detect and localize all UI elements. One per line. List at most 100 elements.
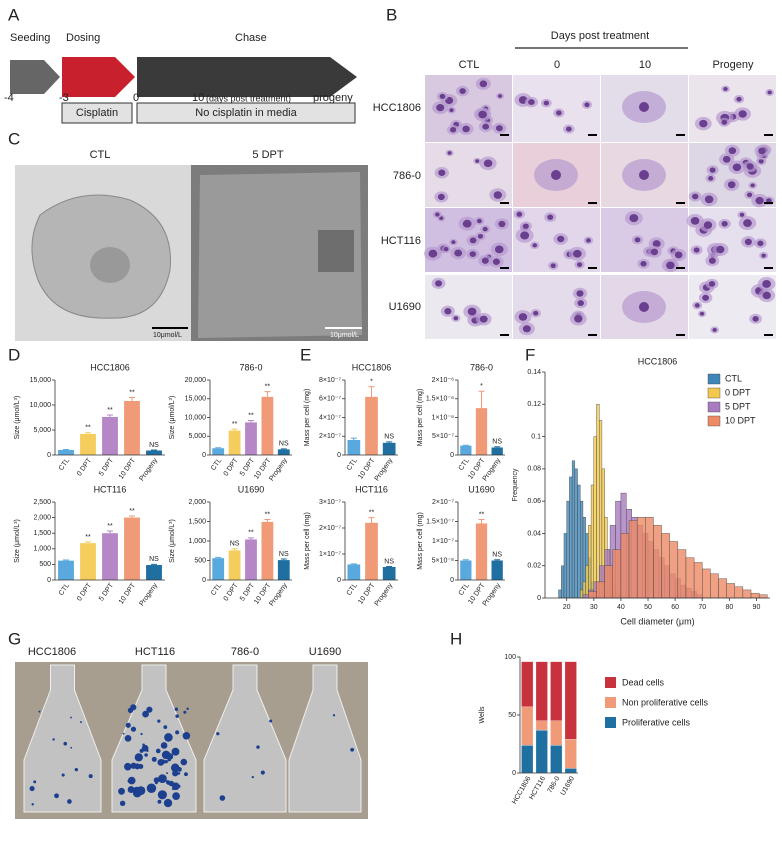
- histogram-bar: [563, 533, 567, 599]
- error-bar: [386, 441, 393, 443]
- y-tick-label: 0: [202, 452, 206, 459]
- panel-c: C CTL 5 DPT 10μmol/L 10μmol/L: [8, 129, 368, 341]
- x-tick-label: CTL: [346, 457, 359, 472]
- colony: [140, 732, 143, 736]
- cell-nucleus: [744, 238, 752, 246]
- y-tick-label: 10,000: [30, 402, 52, 409]
- cell-nucleus: [757, 240, 764, 247]
- column-label: 10: [639, 59, 651, 71]
- header: Days post treatment: [551, 30, 649, 42]
- colony: [172, 792, 180, 801]
- x-tick-label: CTL: [210, 582, 223, 597]
- bar-segment: [535, 729, 548, 774]
- y-tick-label: 10,000: [185, 414, 207, 421]
- cell-nucleus: [758, 147, 766, 155]
- y-tick-label: 1.5×10⁻⁷: [426, 518, 454, 525]
- colony: [174, 707, 179, 711]
- significance: NS: [230, 541, 240, 548]
- colony: [31, 803, 34, 806]
- em-nucleus: [318, 230, 354, 272]
- bar: [102, 533, 118, 580]
- legend-label: 5 DPT: [725, 401, 751, 411]
- colony: [157, 790, 167, 800]
- colony: [163, 725, 168, 730]
- cell-nucleus: [712, 327, 717, 332]
- significance: **: [85, 534, 91, 541]
- chart-title: U1690: [468, 484, 495, 494]
- y-tick-label: 1,000: [188, 538, 206, 545]
- significance: **: [369, 509, 375, 516]
- colony: [160, 742, 168, 749]
- bar: [277, 560, 290, 580]
- colony: [124, 735, 132, 742]
- bar-segment: [521, 706, 534, 746]
- cell-nucleus: [469, 237, 477, 244]
- colony: [54, 793, 59, 799]
- significance: **: [248, 530, 254, 537]
- cell-nucleus: [629, 214, 639, 223]
- x-tick-label: 10 DPT: [118, 457, 138, 481]
- bar: [261, 521, 274, 580]
- colony: [144, 753, 148, 757]
- cell-nucleus: [494, 245, 504, 254]
- seeding-arrow: [10, 60, 60, 94]
- y-tick-label: 2×10⁻⁶: [432, 377, 454, 384]
- x-tick-label: CTL: [58, 582, 71, 597]
- x-tick-label: CTL: [210, 457, 223, 472]
- significance: **: [107, 523, 113, 530]
- chart-title: 786-0: [470, 362, 493, 372]
- colony: [157, 799, 162, 804]
- phase-label: Chase: [235, 32, 267, 44]
- x-tick-label: 90: [753, 604, 761, 611]
- cell-nucleus: [479, 315, 488, 323]
- x-tick-label: 30: [590, 604, 598, 611]
- error-bar: [129, 397, 135, 401]
- bar: [212, 558, 225, 580]
- colony: [164, 760, 168, 764]
- colony: [38, 710, 41, 713]
- micrograph-grid: [424, 75, 776, 339]
- cell-nucleus: [709, 167, 716, 173]
- bar: [475, 408, 488, 455]
- x-tick-label: CTL: [346, 582, 359, 597]
- y-tick-label: 15,000: [30, 377, 52, 384]
- y-tick-label: 0: [450, 452, 454, 459]
- y-tick-label: 1,000: [33, 546, 51, 553]
- colony: [146, 706, 153, 713]
- x-tick-label: U1690: [560, 775, 576, 796]
- cell-nucleus: [454, 249, 463, 257]
- cell-nucleus: [758, 158, 764, 164]
- y-tick-label: 0: [337, 577, 341, 584]
- x-tick-label: Progeny: [374, 457, 395, 483]
- cell-nucleus: [762, 291, 771, 300]
- colony: [70, 746, 73, 749]
- histogram-bar: [693, 562, 703, 599]
- histogram-bar: [677, 549, 687, 599]
- significance: NS: [492, 552, 502, 559]
- histogram-bar: [558, 589, 562, 599]
- colony: [153, 777, 160, 783]
- colony: [125, 722, 131, 728]
- y-axis-label: Size (μmol/L³): [14, 396, 21, 440]
- error-bar: [264, 391, 271, 397]
- day-label: -3: [59, 92, 69, 104]
- cell-nucleus: [528, 99, 535, 106]
- legend-swatch: [605, 697, 616, 708]
- cell-nucleus: [693, 247, 700, 253]
- cell-nucleus: [481, 257, 489, 264]
- bar: [261, 396, 274, 455]
- cell-nucleus: [467, 307, 477, 316]
- panel-letter: E: [300, 345, 311, 364]
- x-tick-label: Progeny: [374, 582, 395, 608]
- x-tick-label: 0 DPT: [223, 457, 241, 478]
- colony: [269, 719, 273, 723]
- colony: [164, 733, 173, 742]
- colony: [166, 772, 169, 775]
- y-axis-label: Size (μmol/L³): [169, 519, 176, 563]
- cell-nucleus: [532, 243, 538, 248]
- cell-nucleus: [584, 102, 590, 108]
- cell-nucleus: [483, 159, 493, 168]
- y-tick-label: 4×10⁻⁷: [319, 414, 341, 421]
- colony: [350, 747, 355, 752]
